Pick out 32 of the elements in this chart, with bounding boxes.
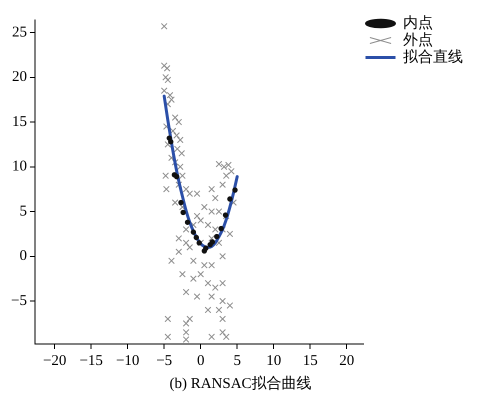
point (194, 234, 200, 240)
point (232, 187, 238, 193)
y-tick-label: 5 (19, 203, 27, 220)
x-tick-label: 10 (266, 352, 282, 369)
legend-label: 拟合直线 (403, 48, 463, 66)
point (180, 210, 186, 216)
x-tick-label: 20 (339, 352, 354, 369)
x-tick-label: −5 (156, 352, 172, 369)
x-tick-label: −15 (79, 352, 103, 369)
y-tick-label: 15 (12, 114, 27, 130)
x-tick-label: −20 (42, 352, 66, 369)
point (227, 196, 233, 202)
y-tick-label: −5 (10, 292, 27, 309)
y-tick-label: 25 (12, 24, 27, 40)
point (184, 220, 190, 225)
legend-label: 内点 (403, 14, 433, 32)
x-tick-label: 15 (302, 352, 318, 369)
point (203, 246, 208, 251)
point (168, 139, 174, 144)
y-tick-label: 20 (12, 69, 27, 86)
point (210, 239, 216, 245)
point (178, 200, 184, 206)
text: (b) RANSAC拟合曲线 (169, 374, 312, 392)
point (190, 229, 196, 235)
x-tick-label: −10 (116, 352, 140, 369)
y-tick-label: 10 (12, 158, 27, 175)
legend-label: 外点 (403, 31, 433, 48)
point (196, 240, 202, 246)
x-tick-label: 0 (196, 352, 204, 369)
point (214, 234, 220, 240)
y-tick-label: 0 (19, 248, 27, 264)
x-tick-label: 5 (233, 352, 241, 369)
